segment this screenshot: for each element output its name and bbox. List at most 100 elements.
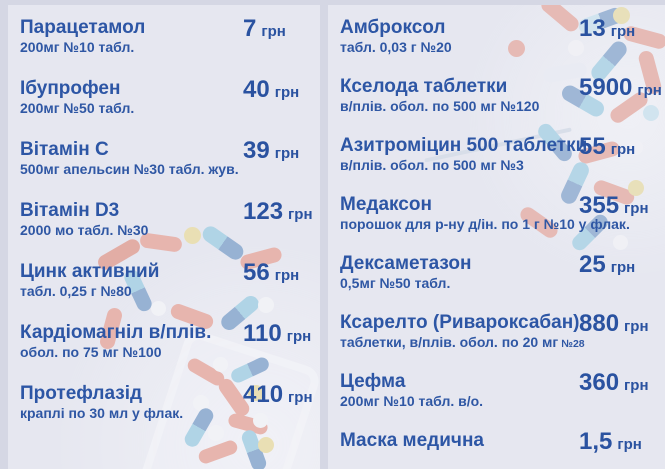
drug-name: Кселода таблетки — [340, 76, 508, 97]
drug-name: Медаксон — [340, 194, 432, 215]
left-price-rows: Парацетамол 200мг №10 табл. 7 грн Ібупро… — [20, 17, 320, 424]
drug-desc-text: 2000 мо табл. №30 — [20, 222, 149, 238]
drug-name: Амброксол — [340, 17, 446, 38]
price: 355 грн — [579, 194, 649, 218]
drug-desc: табл. 0,25 г №80 — [20, 283, 320, 302]
price: 7 грн — [243, 17, 286, 41]
price-value: 25 — [579, 251, 606, 278]
price-currency: грн — [610, 23, 636, 40]
drug-desc: в/плів. обол. по 500 мг №120 — [340, 98, 665, 117]
drug-desc-small: №28 — [561, 338, 585, 350]
price-list-row: Парацетамол 200мг №10 табл. 7 грн — [20, 17, 320, 58]
price-list-row: Протефлазід краплі по 30 мл у флак. 410 … — [20, 383, 320, 424]
price-value: 1,5 — [579, 428, 613, 455]
price-currency: грн — [610, 141, 636, 158]
drug-name: Дексаметазон — [340, 253, 472, 274]
price-value: 5900 — [579, 74, 633, 101]
drug-desc: 200мг №50 табл. — [20, 100, 320, 119]
drug-desc-text: 500мг апельсин №30 табл. жув. — [20, 161, 239, 177]
price: 880 грн — [579, 312, 649, 336]
drug-desc: обол. по 75 мг №100 — [20, 344, 320, 363]
price: 25 грн — [579, 253, 635, 277]
price-list-row: Азитроміцин 500 таблетки в/плів. обол. п… — [340, 135, 665, 176]
drug-info: Цефма 200мг №10 табл. в/о. — [340, 371, 665, 412]
price-currency: грн — [288, 206, 313, 223]
price-currency: грн — [274, 267, 300, 284]
price-currency: грн — [624, 377, 649, 394]
price-value: 39 — [243, 137, 270, 164]
drug-desc-text: табл. 0,25 г №80 — [20, 283, 132, 299]
price: 39 грн — [243, 139, 299, 163]
drug-desc: 200мг №10 табл. — [20, 39, 320, 58]
drug-info: Азитроміцин 500 таблетки в/плів. обол. п… — [340, 135, 665, 176]
drug-desc: 500мг апельсин №30 табл. жув. — [20, 161, 320, 180]
drug-info: Ксарелто (Ривароксабан) таблетки, в/плів… — [340, 312, 665, 353]
drug-info: Ібупрофен 200мг №50 табл. — [20, 78, 320, 119]
drug-name: Азитроміцин 500 таблетки — [340, 135, 588, 156]
drug-desc: краплі по 30 мл у флак. — [20, 405, 320, 424]
drug-name: Маска медична — [340, 430, 484, 451]
drug-info: Маска медична — [340, 430, 665, 451]
price-currency: грн — [261, 23, 286, 40]
drug-desc: 0,5мг №50 табл. — [340, 275, 665, 294]
drug-name: Вітамін D3 — [20, 200, 120, 221]
drug-desc-text: обол. по 75 мг №100 — [20, 344, 162, 360]
price-list-row: Вітамін С 500мг апельсин №30 табл. жув. … — [20, 139, 320, 180]
drug-info: Кселода таблетки в/плів. обол. по 500 мг… — [340, 76, 665, 117]
drug-desc-text: 200мг №50 табл. — [20, 100, 135, 116]
price-value: 360 — [579, 369, 620, 396]
price-list-row: Кселода таблетки в/плів. обол. по 500 мг… — [340, 76, 665, 117]
price-value: 110 — [243, 320, 282, 347]
capsule-pill-shape — [196, 438, 240, 466]
price-value: 355 — [579, 192, 620, 219]
drug-name: Цефма — [340, 371, 406, 392]
drug-info: Вітамін С 500мг апельсин №30 табл. жув. — [20, 139, 320, 180]
price-list-row: Медаксон порошок для р-ну д/ін. по 1 г №… — [340, 194, 665, 235]
drug-desc: табл. 0,03 г №20 — [340, 39, 665, 58]
price-currency: грн — [617, 436, 642, 453]
price-currency: грн — [637, 82, 662, 99]
left-price-panel: Парацетамол 200мг №10 табл. 7 грн Ібупро… — [8, 5, 320, 469]
price: 13 грн — [579, 17, 635, 41]
right-price-rows: Амброксол табл. 0,03 г №20 13 грн Кселод… — [340, 17, 665, 468]
drug-desc-text: в/плів. обол. по 500 мг №120 — [340, 98, 540, 114]
price-list-row: Ібупрофен 200мг №50 табл. 40 грн — [20, 78, 320, 119]
price-value: 56 — [243, 259, 270, 286]
price-list-row: Ксарелто (Ривароксабан) таблетки, в/плів… — [340, 312, 665, 353]
drug-name: Вітамін С — [20, 139, 109, 160]
price-currency: грн — [288, 389, 313, 406]
price: 123 грн — [243, 200, 313, 224]
price-currency: грн — [624, 318, 649, 335]
drug-desc-text: табл. 0,03 г №20 — [340, 39, 452, 55]
price-value: 13 — [579, 15, 606, 42]
price-value: 410 — [243, 381, 284, 408]
price-list-row: Цинк активний табл. 0,25 г №80 56 грн — [20, 261, 320, 302]
price-value: 880 — [579, 310, 620, 337]
round-pill-shape — [258, 437, 274, 453]
drug-info: Протефлазід краплі по 30 мл у флак. — [20, 383, 320, 424]
price: 56 грн — [243, 261, 299, 285]
drug-desc-text: порошок для р-ну д/ін. по 1 г №10 у флак… — [340, 216, 630, 232]
price: 360 грн — [579, 371, 649, 395]
price-currency: грн — [286, 328, 312, 345]
price-list-row: Вітамін D3 2000 мо табл. №30 123 грн — [20, 200, 320, 241]
price: 5900 грн — [579, 76, 662, 100]
drug-desc: 2000 мо табл. №30 — [20, 222, 320, 241]
drug-desc-text: 200мг №10 табл. — [20, 39, 135, 55]
price-currency: грн — [610, 259, 636, 276]
drug-info: Парацетамол 200мг №10 табл. — [20, 17, 320, 58]
drug-desc: порошок для р-ну д/ін. по 1 г №10 у флак… — [340, 216, 665, 235]
drug-desc: таблетки, в/плів. обол. по 20 мг №28 — [340, 334, 665, 353]
right-price-panel: Амброксол табл. 0,03 г №20 13 грн Кселод… — [328, 5, 665, 469]
drug-desc-text: таблетки, в/плів. обол. по 20 мг — [340, 334, 559, 350]
price-list-row: Амброксол табл. 0,03 г №20 13 грн — [340, 17, 665, 58]
price: 40 грн — [243, 78, 299, 102]
capsule-pill-shape — [239, 428, 269, 469]
drug-desc-text: 200мг №10 табл. в/о. — [340, 393, 484, 409]
round-pill-shape — [208, 425, 224, 441]
drug-desc-text: краплі по 30 мл у флак. — [20, 405, 184, 421]
price-value: 7 — [243, 15, 257, 42]
price-list-row: Цефма 200мг №10 табл. в/о. 360 грн — [340, 371, 665, 412]
drug-info: Медаксон порошок для р-ну д/ін. по 1 г №… — [340, 194, 665, 235]
